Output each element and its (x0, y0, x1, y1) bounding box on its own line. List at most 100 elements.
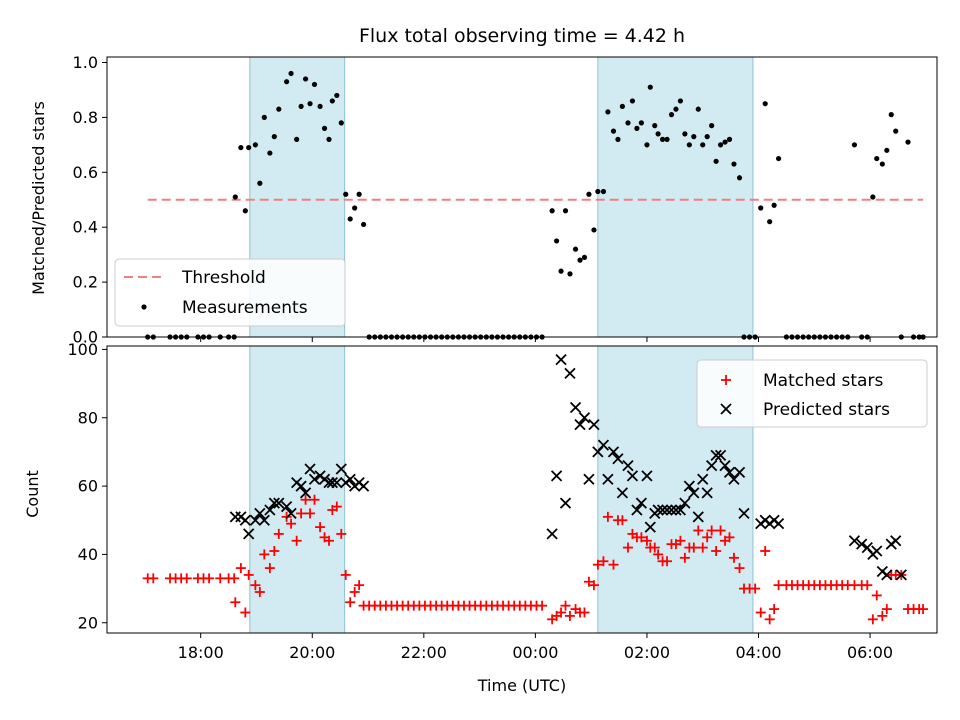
matched-star-point (877, 610, 888, 621)
matched-star-point (871, 590, 882, 601)
predicted-star-point-b (738, 507, 750, 520)
predicted-star-point (670, 504, 682, 516)
measurement-point (673, 106, 679, 112)
legend-predicted-label: Predicted stars (763, 400, 890, 420)
predicted-star-point (697, 473, 709, 485)
matched-star-point (693, 525, 704, 536)
matched-star-point (560, 600, 571, 611)
predicted-star-point-b (641, 470, 653, 482)
matched-star-point (579, 607, 590, 618)
measurement-point (722, 139, 728, 145)
measurement-point (695, 106, 701, 112)
matched-star-point (602, 511, 613, 522)
x-tick-label: 06:00 (847, 643, 893, 662)
matched-star-point (235, 563, 246, 574)
matched-star-point (291, 535, 302, 546)
predicted-star-point (295, 480, 307, 492)
top-y-tick-label: 0.8 (73, 108, 98, 127)
predicted-star-point (574, 418, 586, 431)
matched-star-point (240, 607, 251, 618)
predicted-star-point-b (719, 459, 731, 472)
predicted-star-point (622, 459, 634, 472)
predicted-star-point-b (239, 514, 251, 526)
predicted-star-point-b (612, 453, 624, 465)
predicted-star-point-b (856, 538, 868, 550)
matched-star-point (679, 552, 690, 563)
measurement-point (874, 155, 880, 162)
measurement-point (709, 123, 715, 129)
predicted-star-point-b (679, 497, 691, 509)
predicted-star-point (688, 487, 700, 499)
matched-star-point (336, 528, 347, 539)
matched-star-point (867, 614, 878, 625)
top-y-tick-label: 0.0 (73, 328, 98, 347)
predicted-star-point-b (550, 470, 563, 482)
measurement-point (762, 101, 768, 107)
bottom-legend: Matched stars Predicted stars (696, 359, 928, 428)
matched-star-point (243, 569, 254, 580)
predicted-star-point-b (299, 487, 312, 499)
predicted-star-point (569, 401, 582, 414)
predicted-star-point (626, 470, 639, 482)
measurement-point (888, 112, 894, 118)
matched-star-point (331, 501, 342, 512)
legend-predicted-swatch-b (720, 403, 732, 415)
measurement-point (686, 142, 692, 148)
measurement-point (284, 79, 290, 85)
measurement-point (246, 144, 252, 151)
predicted-star-point-b (772, 518, 785, 530)
measurement-point (615, 136, 621, 142)
predicted-star-point (631, 504, 643, 516)
matched-star-point (688, 542, 699, 553)
predicted-star-point (719, 459, 731, 472)
predicted-star-point-b (564, 367, 576, 379)
predicted-star-point (848, 535, 861, 547)
predicted-star-point-b (733, 466, 746, 479)
predicted-star-point (550, 470, 563, 482)
predicted-star-point-b (578, 412, 591, 424)
predicted-star-point-b (273, 497, 285, 509)
matched-star-point (250, 580, 261, 591)
predicted-star-point-b (661, 504, 673, 516)
matched-star-point (675, 535, 686, 546)
measurement-point (334, 92, 340, 99)
predicted-star-point-b (597, 439, 610, 451)
measurement-point (261, 114, 267, 120)
measurement-point (659, 136, 666, 142)
measurement-point (360, 221, 367, 228)
predicted-star-point-b (280, 500, 293, 513)
measurement-point (893, 128, 899, 134)
top-y-tick-label: 1.0 (73, 53, 98, 72)
predicted-star-point-b (692, 511, 704, 523)
measurement-point (321, 125, 328, 131)
measurement-point (758, 205, 764, 211)
matched-star-point (269, 546, 280, 556)
predicted-star-point-b (555, 354, 567, 366)
predicted-star-point-b (243, 528, 255, 540)
matched-star-point (230, 597, 241, 608)
matched-star-point (764, 614, 775, 625)
measurement-point (775, 155, 782, 162)
predicted-star-point-b (861, 541, 873, 554)
matched-star-point (300, 494, 311, 505)
measurement-point (352, 205, 358, 211)
matched-star-point (653, 549, 664, 560)
predicted-star-point-b (714, 449, 727, 461)
matched-star-point (724, 532, 735, 543)
predicted-star-point-b (890, 535, 902, 547)
predicted-star-point-b (249, 514, 262, 526)
matched-star-point (305, 508, 316, 519)
predicted-star-point (229, 511, 241, 523)
measurement-point (884, 147, 890, 153)
matched-star-point (706, 525, 717, 536)
matched-star-point (340, 569, 351, 580)
bottom-y-tick-label: 60 (78, 477, 98, 496)
predicted-star-point (555, 354, 567, 366)
measurement-point (317, 103, 323, 110)
measurement-point (610, 128, 617, 134)
measurement-point (682, 131, 688, 137)
predicted-star-point-b (848, 535, 861, 547)
top-shaded-interval (597, 56, 754, 338)
predicted-star-point (635, 497, 648, 509)
predicted-star-point (264, 504, 276, 516)
